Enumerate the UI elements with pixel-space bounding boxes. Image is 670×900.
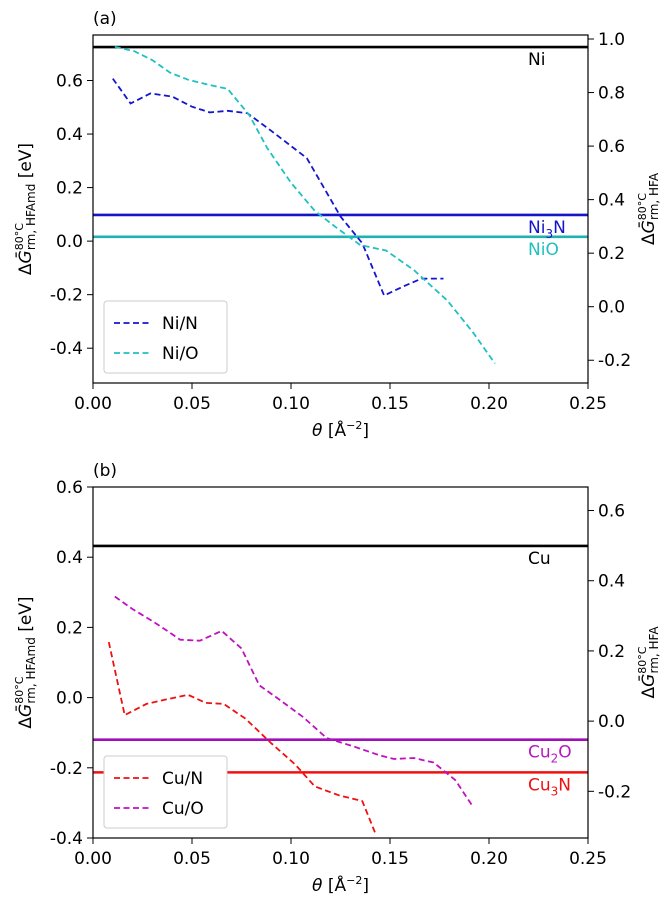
axes-frame [92,34,589,384]
y-right-tick-label: 0.4 [598,191,625,211]
y-left-tick-label: 0.0 [56,689,83,709]
x-tick-label: 0.00 [74,849,112,869]
y-right-axis-label: ΔḠ80°Crm, HFA [636,626,661,699]
legend-box [103,300,228,374]
y-left-tick-label: 0.0 [56,232,83,252]
y-right-tick-label: -0.2 [598,351,631,371]
x-tick-label: 0.10 [272,394,310,414]
y-right-axis-label: ΔḠ80°Crm, HFA [636,172,661,245]
hline-label: Ni3N [528,218,566,241]
x-axis-label: θ [Å−2] [312,874,369,896]
y-left-tick-label: -0.2 [50,286,83,306]
x-tick-label: 0.15 [371,394,409,414]
y-left-tick-label: 0.2 [56,618,83,638]
y-right-tick-label: 1.0 [598,30,625,50]
panel-label: (b) [93,461,117,481]
y-right-tick-label: 0.8 [598,84,625,104]
y-right-tick-label: 0.2 [598,244,625,264]
y-right-tick-label: 0.6 [598,502,625,522]
x-tick-label: 0.00 [74,394,112,414]
y-left-tick-label: 0.2 [56,179,83,199]
series-line-cu-n [107,641,377,836]
y-left-tick-label: 0.4 [56,548,83,568]
y-left-tick-label: 0.6 [56,72,83,92]
y-right-tick-label: 0.4 [598,572,625,592]
hline-label: Cu [528,549,551,569]
legend-box [103,755,228,829]
y-right-tick-label: 0.0 [598,712,625,732]
y-right-tick-label: 0.6 [598,137,625,157]
legend-label: Cu/O [162,799,204,819]
x-tick-label: 0.05 [173,849,211,869]
legend-label: Cu/N [162,769,203,789]
y-left-axis-label: ΔḠ80°Crm, HFAmd [eV] [13,596,38,728]
hline-label: NiO [528,240,559,260]
series-line-ni-n [112,78,444,297]
hline-label: Cu3N [528,775,571,798]
series-line-cu-o [114,595,474,808]
x-tick-label: 0.15 [371,849,409,869]
legend-label: Ni/N [162,314,198,334]
hline-label: Cu2O [528,743,572,766]
y-left-tick-label: -0.4 [50,339,83,359]
hline-label: Ni [528,50,545,70]
x-tick-label: 0.10 [272,849,310,869]
series-line-ni-o [114,45,496,365]
y-right-tick-label: 0.2 [598,642,625,662]
y-left-tick-label: 0.4 [56,125,83,145]
x-tick-label: 0.25 [569,849,607,869]
panel-label: (a) [93,9,117,29]
x-tick-label: 0.05 [173,394,211,414]
y-right-tick-label: -0.2 [598,782,631,802]
x-axis-label: θ [Å−2] [312,419,369,441]
plot-area [93,45,588,365]
panel-b: (b) Cu Cu2O Cu3N 0.00 0.05 0.10 0.15 0.20 0.25 θ [… [13,461,661,896]
x-tick-label: 0.20 [470,394,508,414]
y-left-tick-label: -0.2 [50,759,83,779]
legend-label: Ni/O [162,344,199,364]
y-left-tick-label: 0.6 [56,478,83,498]
y-left-axis-label: ΔḠ80°Crm, HFAmd [eV] [13,143,38,275]
axes-frame [92,486,589,839]
y-right-tick-label: 0.0 [598,298,625,318]
x-tick-label: 0.25 [569,394,607,414]
y-left-tick-label: -0.4 [50,829,83,849]
x-tick-label: 0.20 [470,849,508,869]
